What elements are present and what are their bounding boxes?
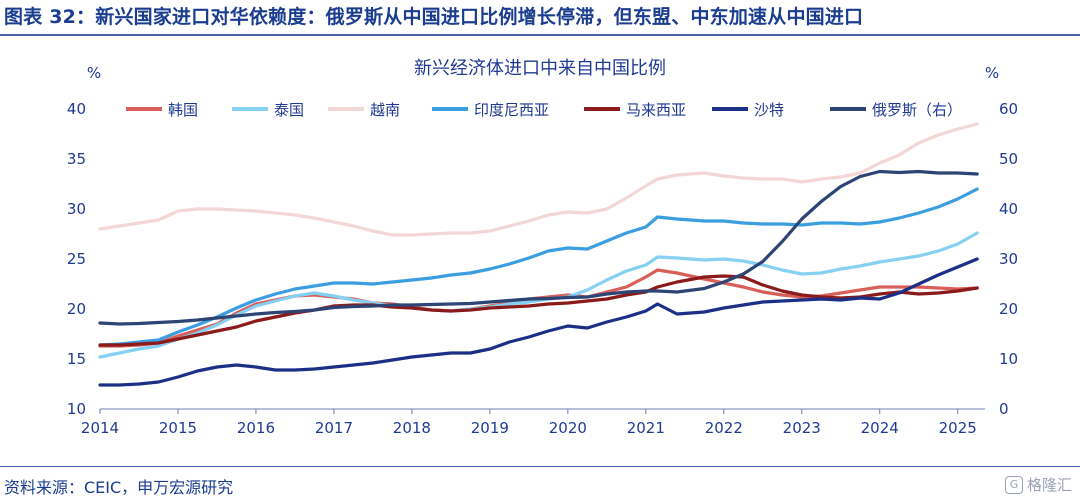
watermark-logo-icon: G (1004, 475, 1023, 494)
x-tick-label: 2016 (237, 419, 275, 437)
right-y-tick-label: 50 (999, 150, 1018, 168)
legend-label: 马来西亚 (626, 101, 686, 119)
x-tick-label: 2019 (471, 419, 509, 437)
legend-label: 印度尼西亚 (474, 101, 549, 119)
left-y-tick-label: 10 (67, 400, 86, 418)
legend-label: 韩国 (168, 101, 198, 119)
series-line-3 (98, 122, 979, 237)
line-chart: 新兴经济体进口中来自中国比例 % % 101520253035400102030… (67, 58, 1018, 437)
left-y-tick-label: 40 (67, 100, 86, 118)
footer-divider (0, 466, 1080, 467)
left-y-tick-label: 20 (67, 300, 86, 318)
x-tick-label: 2020 (549, 419, 587, 437)
left-y-tick-label: 15 (67, 350, 86, 368)
left-axis-unit: % (87, 64, 101, 82)
x-tick-label: 2022 (705, 419, 743, 437)
right-y-tick-label: 10 (999, 350, 1018, 368)
x-tick-label: 2021 (627, 419, 665, 437)
title-divider (0, 34, 1080, 36)
series-line-7 (98, 169, 979, 326)
x-tick-label: 2015 (159, 419, 197, 437)
x-tick-label: 2017 (315, 419, 353, 437)
left-y-tick-label: 35 (67, 150, 86, 168)
x-tick-label: 2023 (783, 419, 821, 437)
series-line-5 (98, 274, 979, 347)
legend-label: 沙特 (754, 101, 784, 119)
right-y-tick-label: 60 (999, 100, 1018, 118)
series-line-4 (98, 187, 979, 347)
legend-label: 越南 (370, 101, 400, 119)
left-y-tick-label: 25 (67, 250, 86, 268)
figure-title: 图表 32：新兴国家进口对华依赖度：俄罗斯从中国进口比例增长停滞，但东盟、中东加… (4, 6, 864, 28)
series-line-6 (98, 257, 979, 387)
legend-label: 俄罗斯（右） (872, 101, 962, 119)
right-y-tick-label: 40 (999, 200, 1018, 218)
x-tick-label: 2018 (393, 419, 431, 437)
x-tick-label: 2014 (81, 419, 119, 437)
watermark: G 格隆汇 (1004, 474, 1072, 495)
right-y-tick-label: 20 (999, 300, 1018, 318)
watermark-text: 格隆汇 (1026, 476, 1072, 494)
chart-title: 新兴经济体进口中来自中国比例 (414, 58, 666, 79)
series-line-2 (98, 231, 979, 359)
legend: 韩国 泰国 越南 印度尼西亚 马来西亚 沙特 俄罗斯（右） (126, 101, 962, 119)
x-tick-label: 2025 (939, 419, 977, 437)
right-axis-unit: % (985, 64, 999, 82)
x-tick-label: 2024 (861, 419, 899, 437)
left-y-tick-label: 30 (67, 200, 86, 218)
right-y-tick-label: 30 (999, 250, 1018, 268)
source-note: 资料来源：CEIC，申万宏源研究 (4, 478, 234, 497)
right-y-tick-label: 0 (999, 400, 1009, 418)
series-layer (98, 122, 979, 387)
legend-label: 泰国 (274, 101, 304, 119)
